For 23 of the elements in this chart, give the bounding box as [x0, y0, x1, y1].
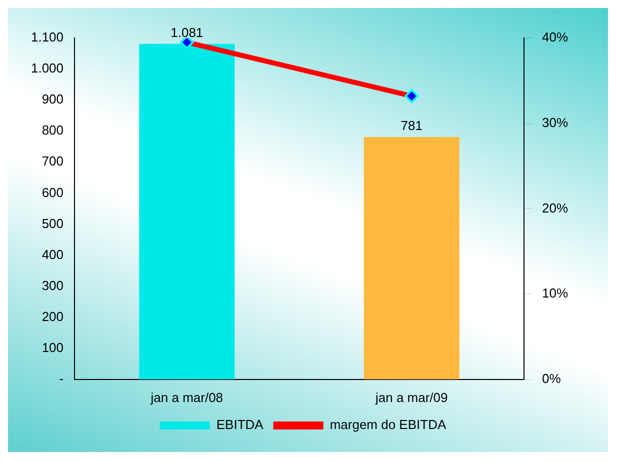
y2-tick-label: 0%: [542, 370, 562, 386]
y-tick-label: -: [59, 370, 64, 386]
x-tick-label: jan a mar/09: [374, 390, 448, 405]
y-tick-label: 100: [42, 340, 64, 355]
y-tick-label: 200: [42, 308, 64, 324]
legend-label: EBITDA: [216, 417, 264, 432]
y-tick-label: 1.000: [30, 60, 64, 76]
y-tick-label: 300: [42, 278, 64, 293]
y2-tick-label: 10%: [542, 286, 568, 301]
y2-tick-label: 20%: [542, 200, 568, 216]
y2-tick-label: 40%: [542, 30, 568, 45]
data-label: 781: [400, 118, 422, 134]
y-tick-label: 600: [42, 184, 64, 200]
y-tick-label: 500: [42, 216, 64, 231]
y-tick-label: 800: [42, 122, 64, 138]
legend-label: margem do EBITDA: [330, 417, 446, 432]
x-tick-label: jan a mar/08: [150, 390, 224, 405]
y-tick-label: 700: [42, 154, 64, 169]
y-tick-label: 900: [42, 92, 64, 107]
y-tick-label: 400: [42, 246, 64, 262]
data-label: 1.081: [170, 24, 204, 40]
y-tick-label: 1.100: [30, 30, 64, 45]
y2-tick-label: 30%: [542, 114, 568, 130]
